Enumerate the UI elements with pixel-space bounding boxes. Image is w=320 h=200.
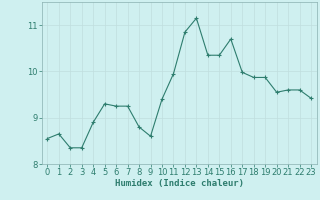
X-axis label: Humidex (Indice chaleur): Humidex (Indice chaleur) [115, 179, 244, 188]
